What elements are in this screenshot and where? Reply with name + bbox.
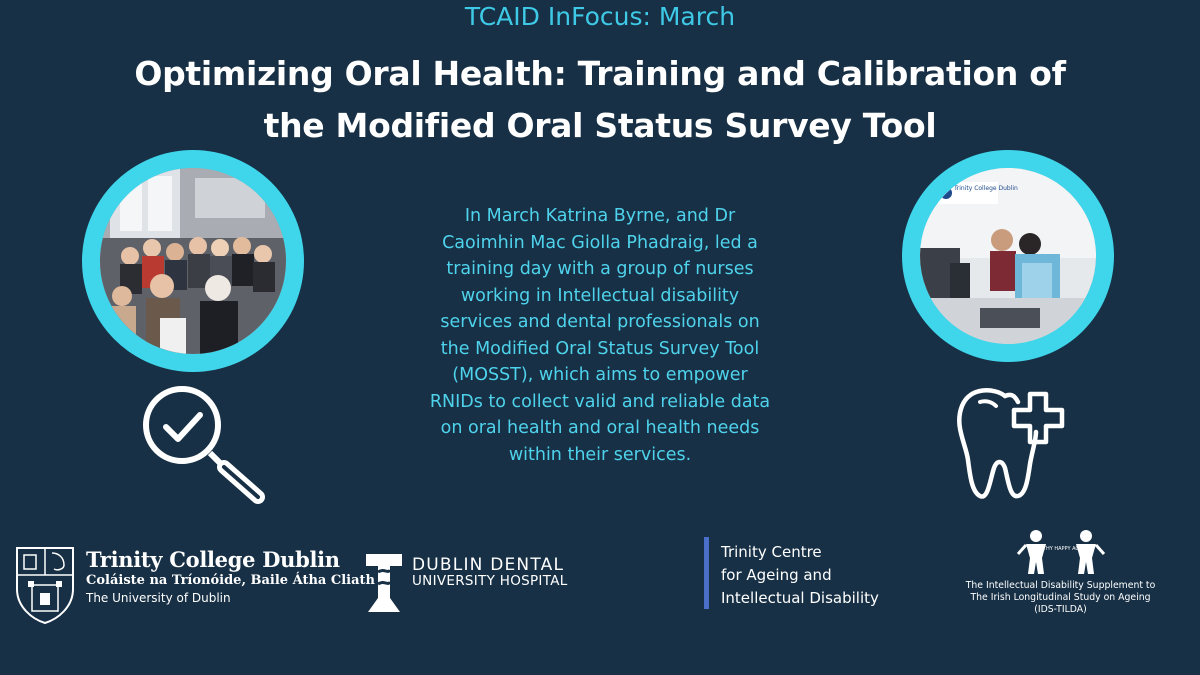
ddh-mark-icon: [366, 554, 402, 612]
tcd-crest-icon: [16, 547, 74, 625]
tcd-name: Trinity College Dublin: [86, 547, 340, 572]
tcd-logo: Trinity College Dublin Coláiste na Tríon…: [14, 545, 375, 625]
tcaid-text: Trinity Centre for Ageing and Intellectu…: [721, 541, 879, 610]
body-line: on oral health and oral health needs: [440, 418, 760, 438]
group-photo: [100, 168, 286, 354]
body-line: (MOSST), which aims to empower: [452, 365, 748, 385]
photo-sign-text: Trinity College Dublin: [953, 185, 1018, 192]
ids-badge-text: HEALTHY HAPPY AGEING: [1030, 546, 1091, 552]
body-line: within their services.: [508, 444, 692, 465]
ids-line-2: The Irish Longitudinal Study on Ageing: [970, 592, 1151, 603]
body-line: services and dental professionals on: [440, 312, 760, 332]
ids-tilda-logo: HEALTHY HAPPY AGEING The Intellectual Di…: [948, 528, 1173, 623]
group-photo-illustration: [100, 168, 286, 354]
tcaid-line-3: Intellectual Disability: [721, 589, 879, 607]
title-line-2: the Modified Oral Status Survey Tool: [263, 106, 937, 145]
tcd-irish-name: Coláiste na Tríonóide, Baile Átha Cliath: [86, 573, 375, 588]
body-line: In March Katrina Byrne, and Dr: [464, 206, 736, 226]
body-line: working in Intellectual disability: [460, 285, 740, 306]
tcaid-line-2: for Ageing and: [721, 566, 832, 584]
ddh-line-1: DUBLIN DENTAL: [412, 555, 565, 575]
body-line: the Modified Oral Status Survey Tool: [440, 338, 760, 359]
ddh-logo: DUBLIN DENTAL UNIVERSITY HOSPITAL: [362, 552, 632, 614]
healthy-happy-ageing-icon: HEALTHY HAPPY AGEING: [1016, 530, 1106, 574]
article-body: In March Katrina Byrne, and Dr Caoimhin …: [412, 203, 788, 468]
body-line: training day with a group of nurses: [446, 259, 754, 279]
body-line: RNIDs to collect valid and reliable data: [429, 391, 771, 412]
title-line-1: Optimizing Oral Health: Training and Cal…: [134, 54, 1066, 93]
tcaid-accent-bar: [704, 537, 709, 609]
ids-tilda-caption: The Intellectual Disability Supplement t…: [948, 580, 1173, 616]
training-photo-illustration: Trinity College Dublin: [920, 168, 1096, 344]
ddh-line-2: UNIVERSITY HOSPITAL: [412, 573, 568, 589]
ids-line-1: The Intellectual Disability Supplement t…: [965, 580, 1156, 591]
tooth-cross-icon: [950, 380, 1065, 505]
training-photo: Trinity College Dublin: [920, 168, 1096, 344]
group-photo-frame: [82, 150, 304, 372]
page-title: Optimizing Oral Health: Training and Cal…: [60, 48, 1140, 152]
tcd-university: The University of Dublin: [86, 591, 231, 605]
body-line: Caoimhin Mac Giolla Phadraig, led a: [442, 232, 758, 253]
kicker-title: TCAID InFocus: March: [464, 2, 736, 31]
tcaid-logo: Trinity Centre for Ageing and Intellectu…: [704, 537, 904, 611]
ids-line-3: (IDS-TILDA): [1034, 604, 1087, 615]
tcaid-line-1: Trinity Centre: [721, 543, 822, 561]
magnifier-check-icon: [140, 385, 270, 505]
training-photo-frame: Trinity College Dublin: [902, 150, 1114, 362]
